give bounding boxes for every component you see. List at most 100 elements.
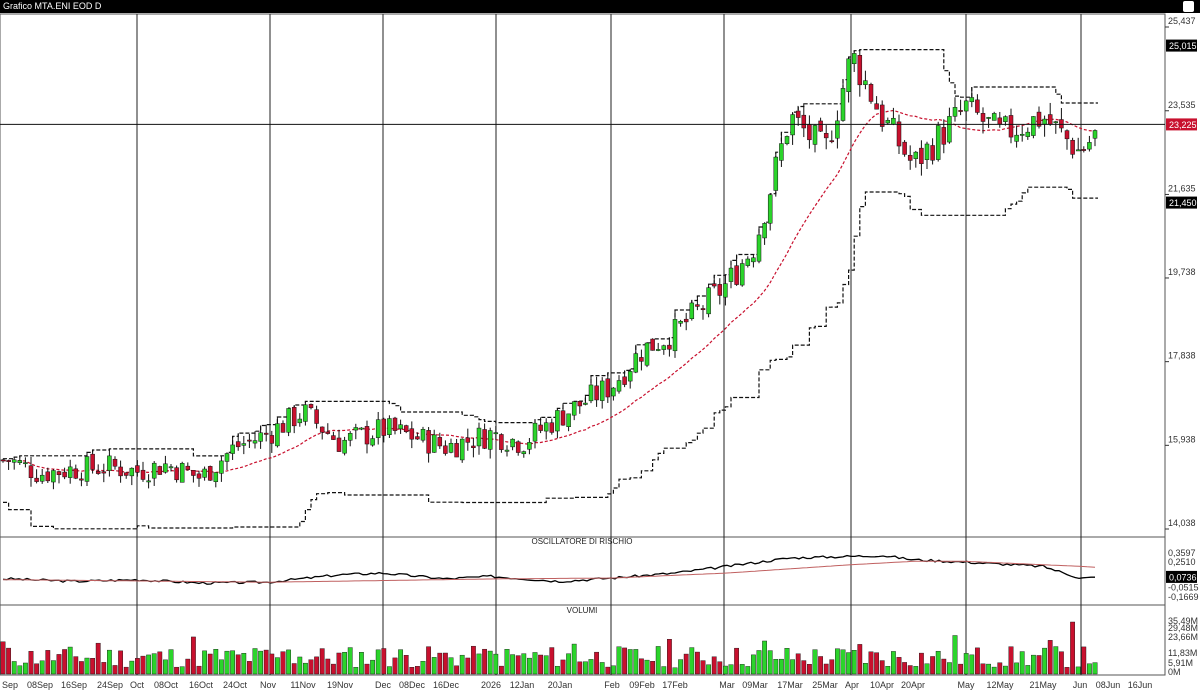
volume-bar (185, 658, 191, 675)
channel-lower (3, 186, 1098, 530)
candle-body (723, 283, 728, 298)
candle-body (252, 440, 258, 444)
price-tick-label: 25,437 (1168, 16, 1196, 26)
oscillator-tick-label: -0,0515 (1168, 582, 1199, 592)
candle-body (958, 110, 963, 112)
candle-body (90, 453, 95, 470)
volume-bar (62, 649, 68, 675)
volume-bar (1008, 646, 1014, 675)
volume-bar (319, 648, 325, 675)
date-tick-label: Mar (719, 680, 735, 690)
date-tick-label: Jun (1073, 680, 1088, 690)
volume-bar (885, 666, 891, 675)
date-tick-label: 08Dec (399, 680, 426, 690)
volume-bar (958, 663, 964, 675)
candle-body (219, 460, 224, 474)
candle-body (28, 465, 34, 479)
candle-body (577, 401, 583, 407)
price-tick-label: 17,838 (1168, 351, 1196, 361)
candle-body (784, 136, 790, 144)
date-tick-label: 2026 (481, 680, 501, 690)
candle-body (868, 84, 874, 102)
volume-bar (549, 647, 555, 675)
volume-bar (370, 659, 375, 675)
candle-body (403, 425, 409, 432)
candle-body (437, 437, 443, 447)
volume-bar (874, 652, 880, 675)
window-menu-icon[interactable] (1183, 1, 1194, 12)
volume-bar (935, 650, 941, 675)
candle-body (51, 470, 56, 483)
volume-bar (644, 659, 650, 675)
candle-body (879, 104, 885, 127)
volume-bar (471, 645, 476, 675)
date-tick-label: 20Apr (901, 680, 925, 690)
volume-bar (616, 646, 622, 675)
volume-bar (499, 665, 504, 675)
candle-body (633, 353, 639, 373)
volume-bar (790, 659, 796, 675)
candle-body (1036, 111, 1042, 127)
volume-bar (314, 656, 319, 675)
date-tick-label: Apr (845, 680, 859, 690)
candle-body (762, 223, 767, 239)
volume-bar (1042, 647, 1048, 675)
volume-tick-label: 35,49M (1168, 616, 1198, 626)
volume-bar (162, 659, 168, 675)
volume-bar (224, 650, 230, 675)
volume-bar (1064, 667, 1070, 675)
volume-bar (275, 657, 280, 675)
volume-bar (269, 653, 275, 675)
candle-body (1064, 130, 1070, 140)
candle-body (599, 380, 605, 401)
volume-bar (515, 655, 521, 675)
candle-body (706, 287, 711, 315)
volume-bar (756, 650, 762, 675)
candle-body (493, 432, 499, 435)
candle-body (605, 378, 611, 398)
candle-body (980, 113, 986, 122)
volume-bar (426, 646, 431, 675)
price-tag-label: 21,450 (1169, 198, 1197, 208)
candle-body (935, 125, 941, 160)
volume-bars (0, 621, 1098, 675)
candle-body (319, 426, 325, 433)
volume-bar (532, 652, 538, 675)
moving-average-line (2, 109, 1096, 474)
candle-body (1075, 149, 1081, 152)
date-tick-label: 11Nov (290, 680, 316, 690)
volume-bar (78, 661, 84, 675)
candle-body (353, 427, 359, 431)
volume-bar (924, 663, 930, 675)
candle-body (107, 455, 112, 471)
date-tick-label: 17Feb (662, 680, 688, 690)
candle-body (661, 345, 667, 350)
volume-bar (252, 648, 258, 675)
candle-body (907, 154, 913, 161)
volume-bar (723, 665, 728, 675)
date-tick-label: 08Oct (154, 680, 179, 690)
volume-bar (611, 665, 616, 675)
volume-bar (1075, 666, 1081, 675)
oscillator-value-label: 0,0736 (1169, 572, 1197, 582)
channel-upper (3, 49, 1098, 460)
candle-body (863, 80, 868, 85)
volume-bar (17, 665, 23, 675)
volume-bar (678, 659, 684, 675)
volume-bar (359, 652, 364, 675)
candle-body (717, 284, 723, 296)
volume-bar (555, 665, 560, 675)
candle-body (454, 443, 459, 458)
volume-bar (751, 654, 756, 675)
volume-bar (487, 650, 493, 675)
volume-bar (213, 649, 219, 675)
candle-body (902, 141, 907, 155)
candlesticks (0, 49, 1098, 490)
date-tick-label: 12Jan (510, 680, 535, 690)
candle-body (840, 88, 846, 121)
volume-panel-title: VOLUMI (567, 606, 598, 615)
candle-body (527, 442, 532, 450)
candle-body (499, 434, 504, 450)
volume-bar (829, 659, 835, 675)
